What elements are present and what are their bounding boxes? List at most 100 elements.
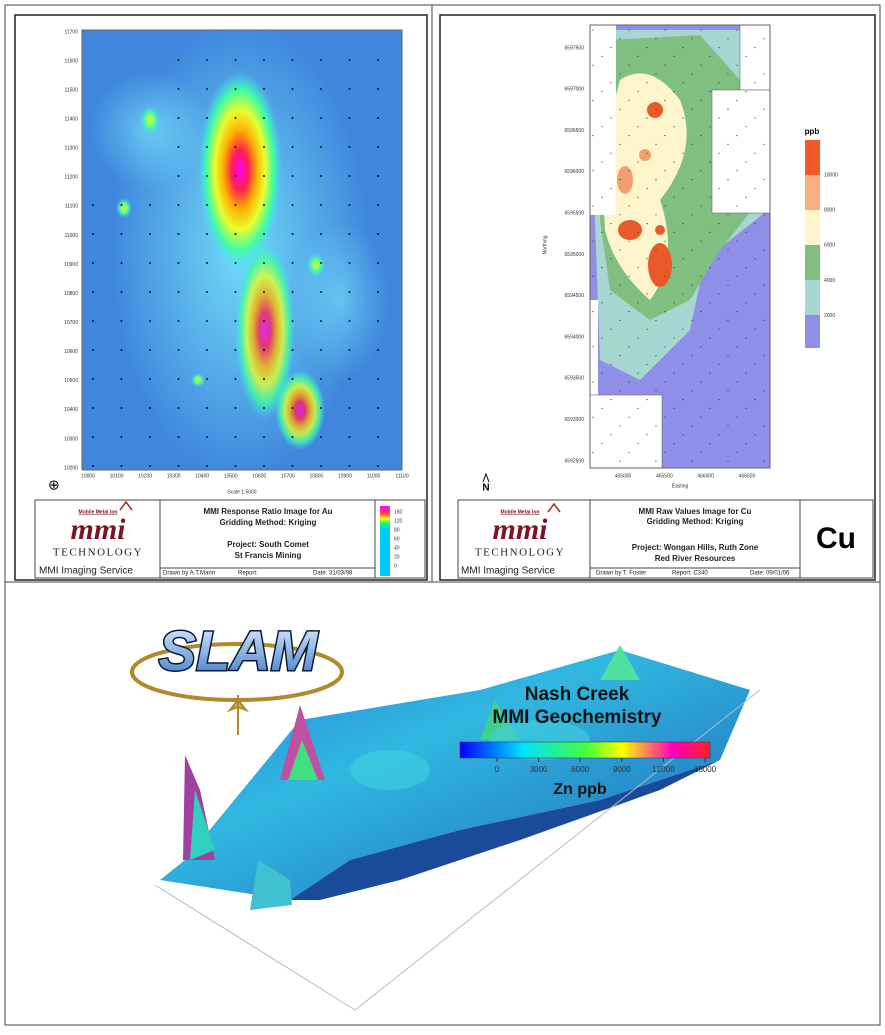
sample-point xyxy=(655,109,656,110)
sample-point xyxy=(628,381,629,382)
sample-point xyxy=(709,408,710,409)
sample-point xyxy=(235,262,237,264)
sample-point xyxy=(601,267,602,268)
sample-point xyxy=(763,179,764,180)
legend-label: 0 xyxy=(394,563,397,569)
sample-point xyxy=(628,205,629,206)
sample-point xyxy=(206,146,208,148)
y-tick-label: 11300 xyxy=(64,146,78,152)
sample-point xyxy=(736,241,737,242)
sample-point xyxy=(292,378,294,380)
sample-point xyxy=(619,249,620,250)
sample-point xyxy=(763,73,764,74)
sample-point xyxy=(673,197,674,198)
legend-label: 10000 xyxy=(824,172,838,178)
sample-point xyxy=(178,465,180,467)
sample-point xyxy=(377,117,379,119)
sample-point xyxy=(700,311,701,312)
sample-point xyxy=(619,461,620,462)
sample-point xyxy=(673,408,674,409)
sample-point xyxy=(592,452,593,453)
sample-point xyxy=(754,258,755,259)
sample-point xyxy=(263,378,265,380)
sample-point xyxy=(292,291,294,293)
y-tick-label: 11200 xyxy=(64,175,78,181)
sample-point xyxy=(736,100,737,101)
sample-point xyxy=(628,170,629,171)
sample-point xyxy=(664,170,665,171)
cu-map xyxy=(440,15,875,580)
legend-label: 20 xyxy=(394,554,400,560)
sample-point xyxy=(206,88,208,90)
sample-point xyxy=(178,59,180,61)
sample-point xyxy=(691,179,692,180)
sample-point xyxy=(121,204,123,206)
y-axis-label: Northing xyxy=(542,235,548,254)
sample-point xyxy=(637,91,638,92)
sample-point xyxy=(628,135,629,136)
sample-point xyxy=(377,465,379,467)
sample-point xyxy=(320,59,322,61)
colorbar-tick-label: 0 xyxy=(495,765,500,774)
sample-point xyxy=(377,59,379,61)
sample-point xyxy=(610,329,611,330)
sample-point xyxy=(763,144,764,145)
sample-point xyxy=(628,100,629,101)
sample-point xyxy=(655,355,656,356)
chart-title: Nash Creek xyxy=(525,684,630,705)
sample-point xyxy=(736,311,737,312)
drawn-by: Drawn by T. Foster xyxy=(596,571,646,577)
sample-point xyxy=(92,291,94,293)
sample-point xyxy=(206,262,208,264)
sample-point xyxy=(377,436,379,438)
sample-point xyxy=(673,302,674,303)
sample-point xyxy=(736,205,737,206)
sample-point xyxy=(745,302,746,303)
sample-point xyxy=(377,378,379,380)
sample-point xyxy=(646,434,647,435)
sample-point xyxy=(178,262,180,264)
legend-label: 40 xyxy=(394,545,400,551)
sample-point xyxy=(149,378,151,380)
sample-point xyxy=(235,378,237,380)
sample-point xyxy=(727,461,728,462)
sample-point xyxy=(691,38,692,39)
y-tick-label: 6595000 xyxy=(565,252,585,258)
sample-point xyxy=(320,117,322,119)
sample-point xyxy=(682,47,683,48)
sample-point xyxy=(745,267,746,268)
sample-point xyxy=(745,161,746,162)
sample-point xyxy=(592,346,593,347)
sample-point xyxy=(619,179,620,180)
x-tick-label: 10700 xyxy=(281,473,295,479)
y-tick-label: 6597000 xyxy=(565,87,585,93)
sample-point xyxy=(619,109,620,110)
sample-point xyxy=(592,241,593,242)
sample-point xyxy=(149,204,151,206)
sample-point xyxy=(377,233,379,235)
colorbar-tick-label: 12000 xyxy=(652,765,675,774)
legend-label: 80 xyxy=(394,527,400,533)
sample-point xyxy=(718,47,719,48)
sample-point xyxy=(628,452,629,453)
sample-point xyxy=(727,320,728,321)
y-tick-label: 11100 xyxy=(65,204,78,210)
sample-point xyxy=(92,349,94,351)
x-tick-label: 465500 xyxy=(656,473,673,479)
sample-point xyxy=(206,291,208,293)
sample-point xyxy=(664,346,665,347)
sample-point xyxy=(601,161,602,162)
sample-point xyxy=(592,205,593,206)
sample-point xyxy=(292,262,294,264)
x-tick-label: 11000 xyxy=(367,473,381,479)
sample-point xyxy=(646,258,647,259)
sample-point xyxy=(646,364,647,365)
map-project: Project: South Comet xyxy=(227,540,309,549)
sample-point xyxy=(718,117,719,118)
logo-name: mmi xyxy=(70,513,126,546)
sample-point xyxy=(628,29,629,30)
sample-point xyxy=(263,407,265,409)
sample-point xyxy=(763,285,764,286)
sample-point xyxy=(149,291,151,293)
sample-point xyxy=(292,117,294,119)
